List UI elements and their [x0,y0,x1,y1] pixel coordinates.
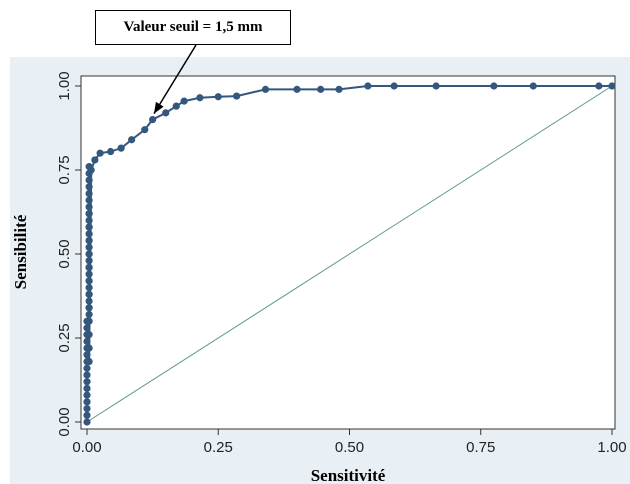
roc-point [85,230,93,238]
roc-point [85,304,93,312]
y-axis-title: Sensibilité [11,214,30,289]
x-tick-label: 0.75 [466,439,495,456]
roc-point [85,317,93,325]
roc-point [85,284,93,292]
roc-point [128,136,136,144]
roc-point [83,351,91,359]
reference-diagonal-line [86,85,613,423]
x-tick-label: 0.25 [204,439,233,456]
threshold-callout-text: Valeur seuil = 1,5 mm [123,19,263,35]
x-axis-title: Sensitivité [311,466,386,484]
roc-point [85,290,93,298]
x-tick-label: 0.50 [335,439,364,456]
roc-point [85,297,93,305]
roc-point [85,216,93,224]
roc-point [595,82,603,90]
roc-point [85,223,93,231]
roc-point [317,85,325,93]
roc-point [529,82,537,90]
y-tick-label: 0.25 [56,323,73,352]
x-tick-label: 1.00 [597,439,626,456]
roc-point [85,263,93,272]
y-tick-label: 1.00 [56,71,73,100]
roc-point [83,411,91,419]
roc-point [162,109,170,117]
roc-point [83,364,91,372]
x-tick-label: 0.00 [72,439,101,456]
roc-point [85,243,93,251]
roc-point [85,310,93,319]
roc-point [364,82,372,90]
roc-point [85,176,93,184]
roc-point [233,92,241,100]
roc-point [83,398,91,406]
roc-point [107,147,115,156]
roc-point [180,97,188,105]
axis-ticks: 0.00 0.25 0.50 0.75 1.00 0.00 0.25 0.50 0.75 1.00 [56,71,627,456]
roc-point [83,337,91,345]
roc-point [85,236,93,245]
roc-point [83,404,91,413]
roc-point [608,82,616,90]
roc-point [293,85,301,93]
roc-point [390,82,398,90]
roc-point [85,331,93,339]
annotation-arrow [153,44,197,114]
roc-point [261,85,270,93]
roc-point [432,82,440,90]
y-tick-label: 0.50 [56,239,73,268]
roc-point [85,357,93,366]
roc-point [335,85,343,93]
roc-point [85,344,93,352]
roc-point [85,257,93,265]
y-tick-label: 0.00 [56,407,73,436]
roc-point [91,156,99,164]
roc-point [214,93,222,101]
roc-point [85,210,93,218]
roc-point [85,183,93,191]
roc-point [85,250,93,258]
roc-point [172,102,180,110]
roc-point [85,277,93,285]
roc-point [85,189,93,198]
roc-curve-points [83,82,616,426]
roc-point [83,391,91,399]
y-tick-label: 0.75 [56,155,73,184]
roc-point [141,126,149,134]
roc-point [85,203,93,211]
roc-point [85,270,93,278]
roc-point [83,324,91,332]
roc-point [96,149,104,157]
roc-point [83,378,91,386]
threshold-callout: Valeur seuil = 1,5 mm [95,10,291,45]
roc-point [196,94,204,102]
roc-point [149,116,157,124]
roc-point [85,196,93,204]
roc-point [83,384,91,392]
roc-point [83,371,91,379]
roc-point [490,82,498,90]
annotation-arrowhead [154,101,164,114]
roc-point [87,166,95,174]
plot-area [80,75,616,430]
roc-point [117,144,125,152]
roc-point [83,418,91,426]
